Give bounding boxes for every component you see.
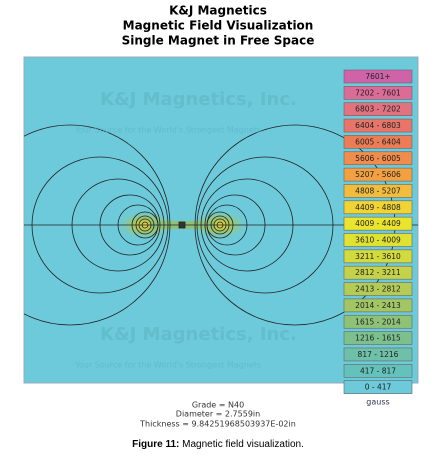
legend-swatch xyxy=(343,118,413,133)
legend-label: 2812 - 3211 xyxy=(355,268,401,277)
caption-text: Magnetic field visualization. xyxy=(182,439,304,450)
legend-swatch xyxy=(343,265,413,280)
legend-swatch xyxy=(343,298,413,313)
legend-label: 2014 - 2413 xyxy=(355,301,401,310)
caption-label: Figure 11: xyxy=(132,439,179,450)
legend-label: 6005 - 6404 xyxy=(355,137,401,146)
legend: 7601+ 7202 - 7601 6803 - 7202 6404 - 6803 60… xyxy=(343,69,413,407)
legend-swatch xyxy=(343,86,413,100)
legend-label: 7601+ xyxy=(365,72,390,81)
legend-swatch xyxy=(343,249,413,264)
legend-label: 4009 - 4409 xyxy=(355,219,401,228)
legend-label: 3211 - 3610 xyxy=(355,252,401,261)
legend-label: 417 - 817 xyxy=(360,366,396,375)
legend-swatch xyxy=(343,331,413,345)
legend-unit: gauss xyxy=(366,398,389,407)
watermark: K&J Magnetics, Inc. K&J Magnetics, Inc. xyxy=(100,89,297,345)
legend-swatch xyxy=(343,347,413,362)
legend-swatch xyxy=(343,363,413,378)
legend-swatch xyxy=(343,102,413,116)
legend-swatch xyxy=(343,380,413,394)
legend-label: 6803 - 7202 xyxy=(355,105,401,114)
watermark-name: K&J Magnetics, Inc. xyxy=(100,324,297,345)
legend-swatch xyxy=(343,167,413,182)
caption: Figure 11: Magnetic field visualization. xyxy=(132,439,304,450)
legend-label: 2413 - 2812 xyxy=(355,285,401,294)
legend-label: 3610 - 4009 xyxy=(355,236,401,245)
legend-swatch xyxy=(343,282,413,296)
legend-swatch xyxy=(343,216,413,231)
legend-swatch xyxy=(343,69,413,84)
legend-swatch xyxy=(343,135,413,149)
footer-line: Grade = N40 xyxy=(192,401,244,410)
legend-swatch xyxy=(343,151,413,166)
legend-label: 5606 - 6005 xyxy=(355,154,401,163)
footer-line: Thickness = 9.84251968503937E-02in xyxy=(139,420,296,429)
legend-swatch xyxy=(343,200,413,215)
legend-swatch xyxy=(343,184,413,198)
title-line: Single Magnet in Free Space xyxy=(122,34,315,48)
legend-label: 4409 - 4808 xyxy=(355,203,401,212)
legend-swatch xyxy=(343,233,413,247)
legend-label: 4808 - 5207 xyxy=(355,186,401,195)
watermark-slogan: Your Source for the World's Strongest Ma… xyxy=(74,361,261,370)
title-line: K&J Magnetics xyxy=(169,4,267,18)
watermark-name: K&J Magnetics, Inc. xyxy=(100,89,297,110)
legend-label: 6404 - 6803 xyxy=(355,121,401,130)
legend-label: 5207 - 5606 xyxy=(355,170,401,179)
legend-label: 0 - 417 xyxy=(365,383,392,392)
footer-line: Diameter = 2.7559in xyxy=(176,410,260,419)
field-lines xyxy=(24,124,418,326)
watermark-slogan: Your Source for the World's Strongest Ma… xyxy=(74,126,261,135)
watermark: Your Source for the World's Strongest Ma… xyxy=(74,126,261,370)
legend-label: 1216 - 1615 xyxy=(355,334,401,343)
legend-label: 1615 - 2014 xyxy=(355,317,401,326)
legend-label: 7202 - 7601 xyxy=(355,88,401,97)
legend-swatch xyxy=(343,314,413,329)
title-line: Magnetic Field Visualization xyxy=(123,19,314,33)
legend-label: 817 - 1216 xyxy=(358,350,399,359)
